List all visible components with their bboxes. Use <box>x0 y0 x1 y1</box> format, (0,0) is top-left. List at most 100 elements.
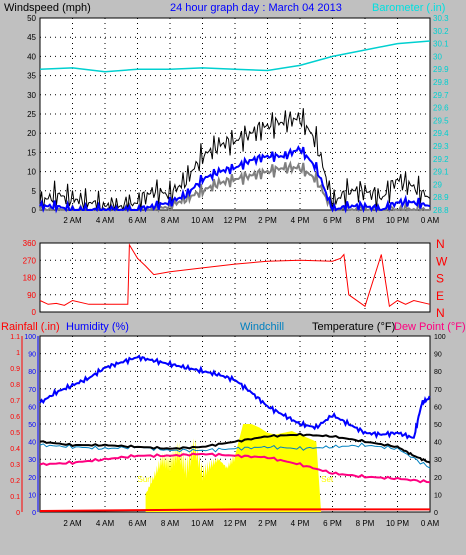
humidity-label: Humidity (%) <box>66 321 129 333</box>
y-tick-label-left: 5 <box>32 187 37 196</box>
y-tick-label-right: 29.7 <box>433 91 449 100</box>
x-tick-label: 4 AM <box>96 519 115 528</box>
temperature-line <box>39 432 431 464</box>
humidity-tick-label: 10 <box>28 492 36 499</box>
humidity-temperature-panel: 0 0.1 0.2 0.3 0.4 0.5 0.6 0.7 0.8 0.9 1 1.1 0 10 20 30 4… <box>10 334 446 528</box>
humidity-tick-label: 90 <box>28 352 36 359</box>
y-tick-label-left: 50 <box>27 14 36 23</box>
y-tick-label-right: 30.3 <box>433 14 449 23</box>
y-tick-label-right: 29.8 <box>433 78 449 87</box>
y-tick-label-right: 29.9 <box>433 65 449 74</box>
humidity-tick-label: 100 <box>24 334 36 341</box>
rain-tick-label: 1.1 <box>10 334 20 341</box>
y-tick-label-right: 29.4 <box>433 129 449 138</box>
x-tick-label: 0 AM <box>421 519 440 528</box>
y-tick-label-right: 28.9 <box>433 193 449 202</box>
rain-tick-label: 0.7 <box>10 398 20 405</box>
dewpoint-label: Dew Point (°F) <box>394 321 466 333</box>
x-tick-label: 6 PM <box>323 216 342 225</box>
y-tick-label-right: 28.8 <box>433 206 449 215</box>
temperature-tick-label: 70 <box>434 387 442 394</box>
y-tick-label-left: 10 <box>27 168 36 177</box>
y-tick-label-left: 25 <box>27 110 36 119</box>
humidity-tick-label: 70 <box>28 387 36 394</box>
y-tick-label-left: 0 <box>32 206 37 215</box>
rain-tick-label: 0.4 <box>10 446 20 453</box>
x-tick-label: 2 PM <box>258 216 277 225</box>
x-tick-label: 2 AM <box>63 519 82 528</box>
sunrise-annotation: Sun Rise <box>138 475 171 484</box>
direction-tick-label: 90 <box>27 291 36 300</box>
wind-gust-line <box>39 108 431 212</box>
x-tick-label: 8 PM <box>356 216 375 225</box>
rain-tick-label: 0 <box>16 510 20 517</box>
barometer-label: Barometer (.in) <box>372 2 445 14</box>
compass-label: E <box>436 289 444 303</box>
x-tick-label: 12 PM <box>223 519 246 528</box>
y-tick-label-left: 30 <box>27 91 36 100</box>
rain-line <box>39 508 430 512</box>
y-tick-label-left: 45 <box>27 33 36 42</box>
y-tick-label-right: 29.5 <box>433 116 449 125</box>
rain-tick-label: 0.6 <box>10 414 20 421</box>
y-tick-label-left: 20 <box>27 129 36 138</box>
y-tick-label-right: 29.2 <box>433 155 449 164</box>
temperature-label: Temperature (°F) <box>312 321 395 333</box>
direction-tick-label: 270 <box>23 256 37 265</box>
compass-label: S <box>436 272 444 286</box>
x-tick-label: 2 AM <box>63 216 82 225</box>
rain-tick-label: 1 <box>16 350 20 357</box>
temperature-tick-label: 90 <box>434 352 442 359</box>
rain-tick-label: 0.3 <box>10 462 20 469</box>
compass-label: N <box>436 237 445 251</box>
compass-label: N <box>436 306 445 320</box>
direction-tick-label: 180 <box>23 274 37 283</box>
y-tick-label-right: 30.2 <box>433 27 449 36</box>
humidity-tick-label: 20 <box>28 475 36 482</box>
barometer-line <box>39 40 431 73</box>
y-tick-label-left: 15 <box>27 148 36 157</box>
temperature-tick-label: 30 <box>434 457 442 464</box>
humidity-line <box>39 354 431 440</box>
rain-tick-label: 0.2 <box>10 478 20 485</box>
humidity-tick-label: 60 <box>28 404 36 411</box>
rain-tick-label: 0.1 <box>10 494 20 501</box>
humidity-tick-label: 30 <box>28 457 36 464</box>
y-tick-label-right: 30.1 <box>433 40 449 49</box>
direction-tick-label: 360 <box>23 239 37 248</box>
x-tick-label: 10 AM <box>191 216 214 225</box>
temperature-tick-label: 100 <box>434 334 446 341</box>
direction-tick-label: 0 <box>32 308 37 317</box>
y-tick-label-left: 35 <box>27 72 36 81</box>
x-tick-label: 6 AM <box>128 519 147 528</box>
x-tick-label: 8 AM <box>161 216 180 225</box>
x-tick-label: 4 AM <box>96 216 115 225</box>
humidity-tick-label: 50 <box>28 422 36 429</box>
x-tick-label: 4 PM <box>291 519 310 528</box>
compass-label: W <box>436 254 448 268</box>
y-tick-label-right: 29 <box>433 180 442 189</box>
rainfall-label: Rainfall (.in) <box>1 321 60 333</box>
dewpoint-line <box>39 452 431 484</box>
x-tick-label: 4 PM <box>291 216 310 225</box>
wind-avg-line <box>39 144 431 214</box>
rain-tick-label: 0.5 <box>10 430 20 437</box>
windchill-line <box>39 442 431 469</box>
x-tick-label: 2 PM <box>258 519 277 528</box>
sunset-annotation: Set <box>321 475 334 484</box>
temperature-tick-label: 10 <box>434 492 442 499</box>
x-tick-label: 10 PM <box>386 216 409 225</box>
x-tick-label: 6 PM <box>323 519 342 528</box>
sunshine-area <box>145 424 322 512</box>
x-tick-label: 8 AM <box>161 519 180 528</box>
temperature-tick-label: 40 <box>434 440 442 447</box>
x-tick-label: 0 AM <box>421 216 440 225</box>
x-tick-label: 6 AM <box>128 216 147 225</box>
y-tick-label-left: 40 <box>27 52 36 61</box>
chart-title: 24 hour graph day : March 04 2013 <box>170 2 342 14</box>
y-tick-label-right: 29.6 <box>433 104 449 113</box>
temperature-tick-label: 60 <box>434 404 442 411</box>
humidity-tick-label: 40 <box>28 440 36 447</box>
